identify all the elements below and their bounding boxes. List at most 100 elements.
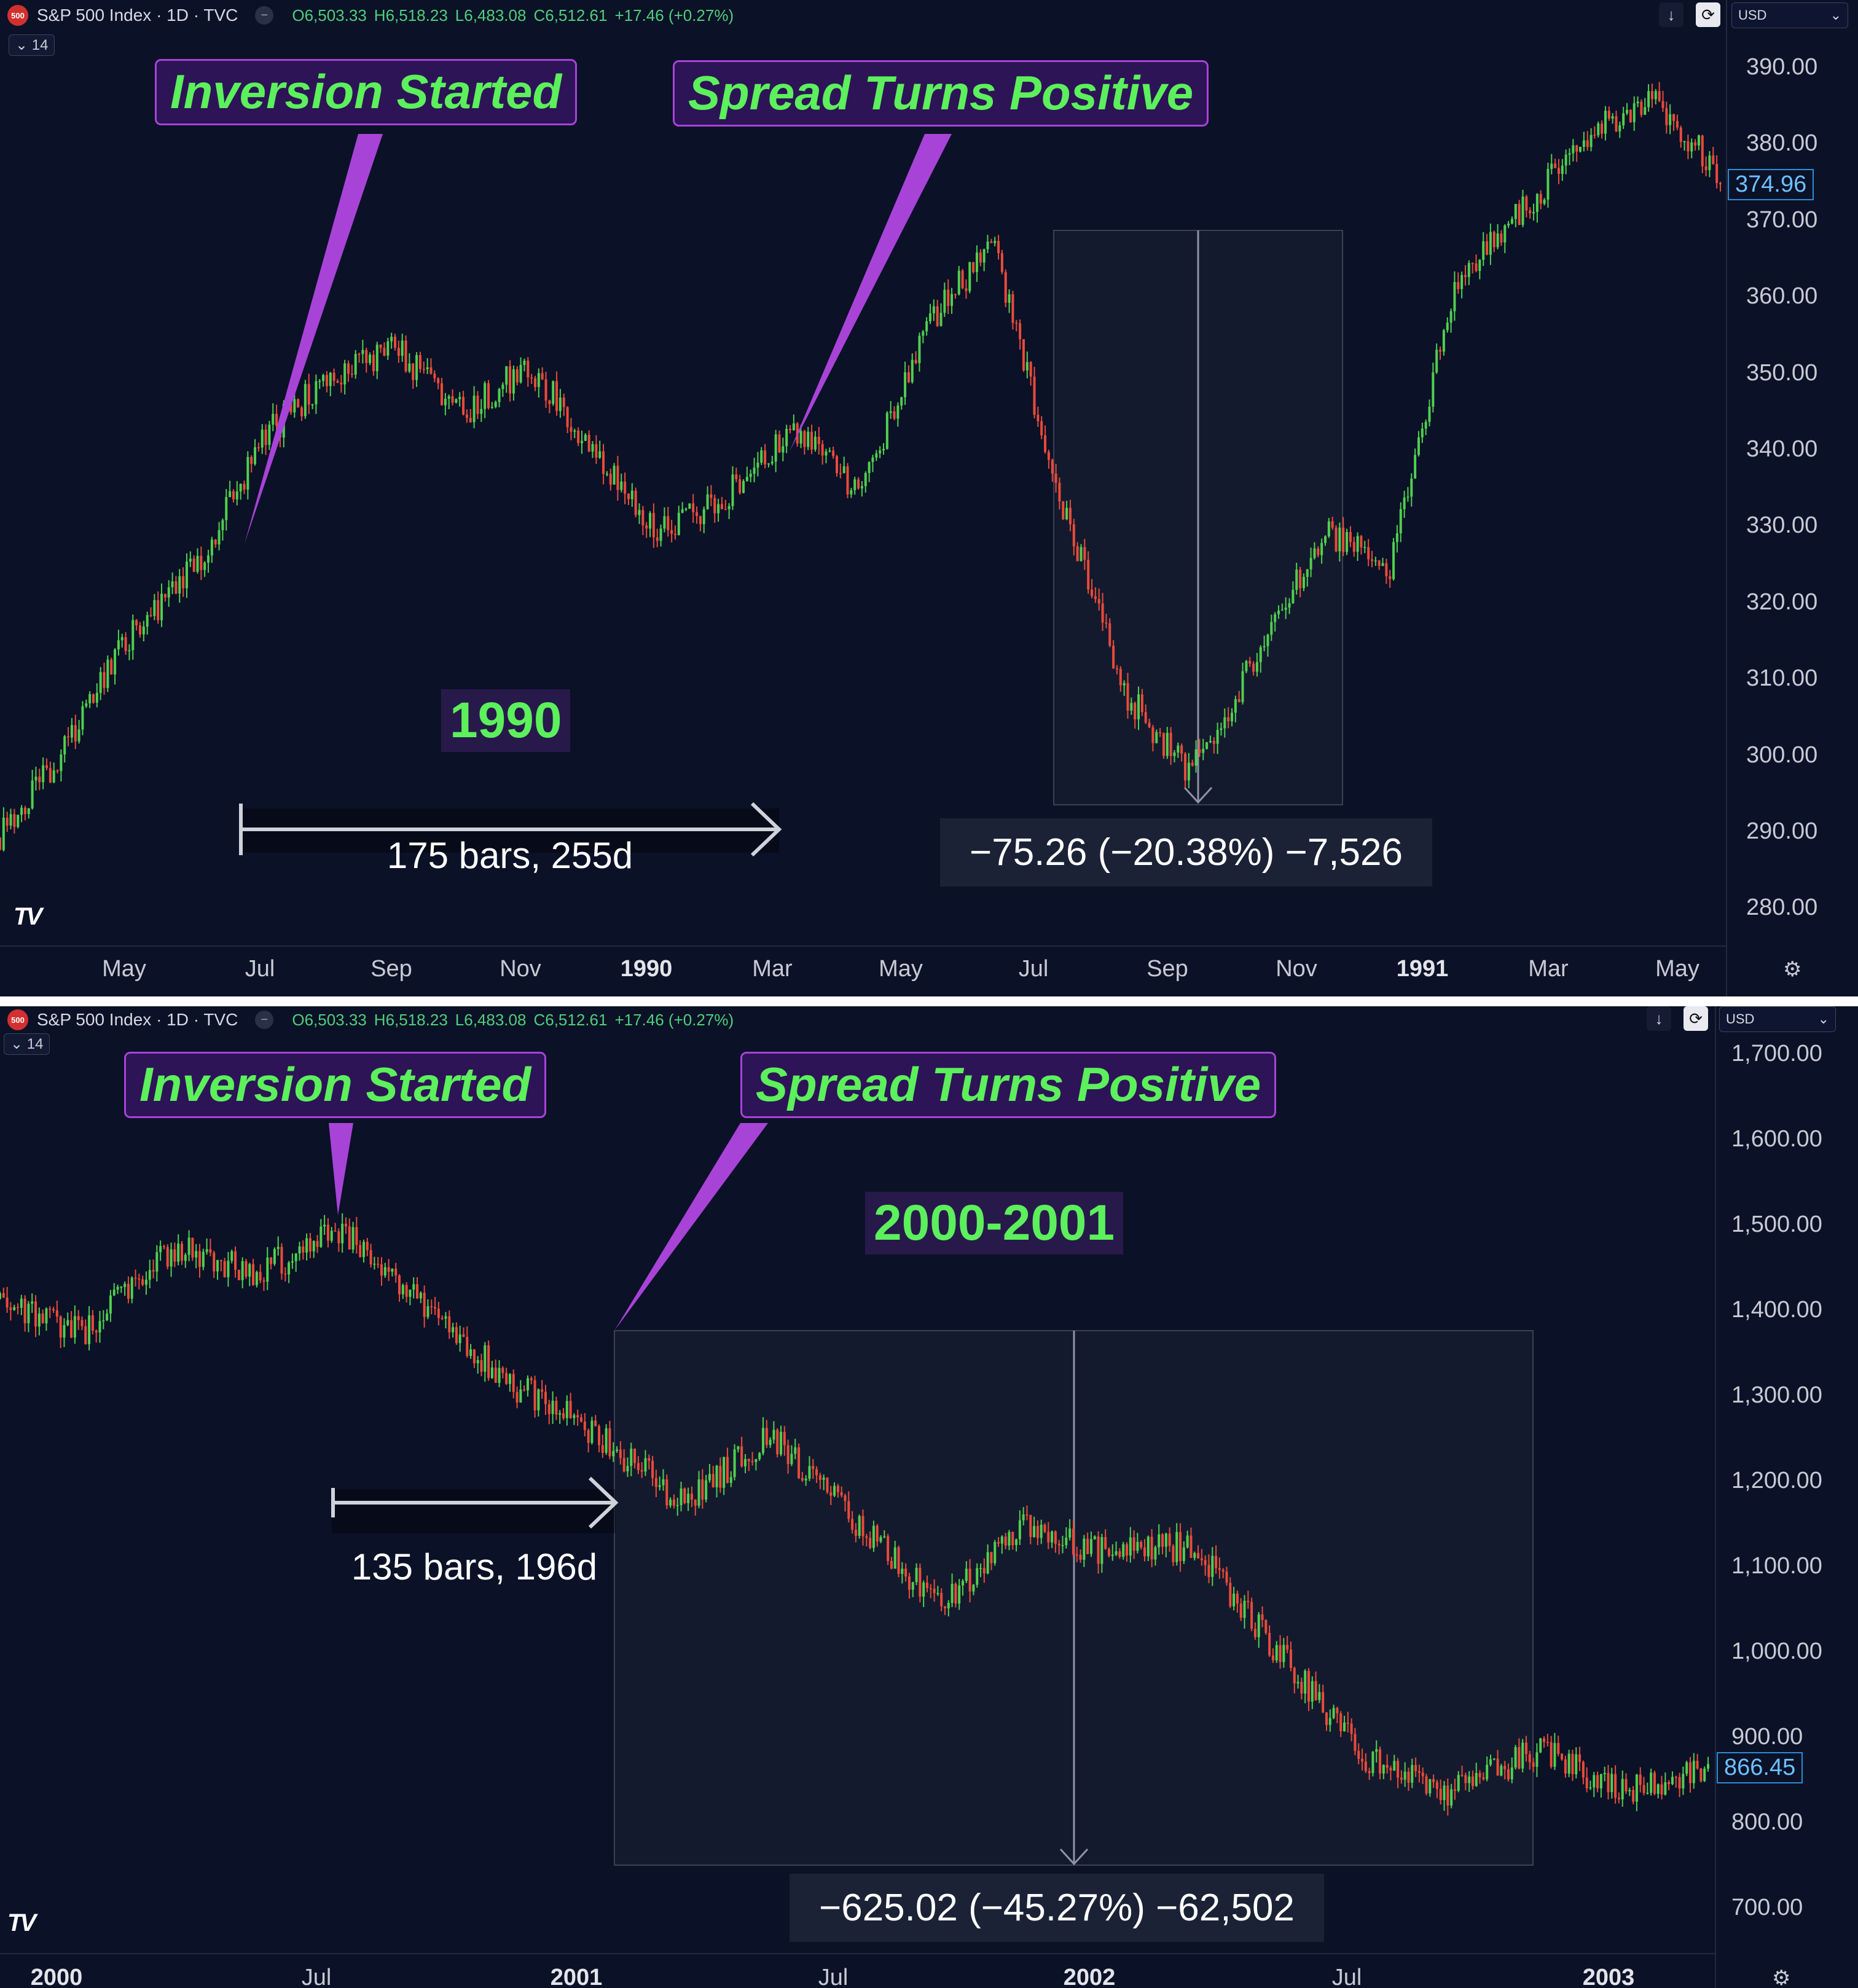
candle-body: [1411, 1765, 1414, 1783]
candle-body: [1682, 1774, 1685, 1789]
candle-body: [594, 1420, 597, 1426]
candle-body: [13, 1307, 16, 1310]
candle-body: [1543, 199, 1546, 204]
candle-body: [184, 1254, 187, 1261]
symbol-title[interactable]: S&P 500 Index · 1D · TVC: [37, 6, 238, 25]
candle-body: [724, 509, 727, 511]
candle-body: [979, 252, 982, 263]
candle-body: [351, 1227, 355, 1250]
chart-canvas-top[interactable]: [0, 0, 1858, 996]
candle-body: [1346, 532, 1349, 552]
candle-body: [723, 1457, 726, 1488]
candle-body: [361, 350, 364, 354]
download-icon[interactable]: ↓: [1647, 1006, 1671, 1031]
candle-body: [344, 1224, 347, 1227]
minus-icon[interactable]: −: [255, 1011, 274, 1029]
candle-body: [1054, 1531, 1057, 1544]
candle-body: [994, 1542, 997, 1563]
callout-pointer-spread: [790, 134, 952, 452]
sync-icon[interactable]: ⟳: [1696, 2, 1720, 27]
candle-body: [171, 581, 174, 587]
currency-select[interactable]: USD ⌄: [1731, 2, 1848, 28]
candle-body: [1325, 1712, 1328, 1725]
candle-body: [1567, 1753, 1570, 1774]
sync-icon[interactable]: ⟳: [1684, 1006, 1708, 1031]
candle-body: [1335, 527, 1338, 552]
candle-body: [1243, 1600, 1246, 1618]
candle-body: [925, 1583, 928, 1589]
candle-body: [760, 450, 763, 463]
settings-gear-icon[interactable]: ⚙: [1772, 1966, 1791, 1988]
candle-body: [1395, 533, 1398, 542]
candle-body: [230, 1251, 233, 1261]
candle-body: [584, 434, 587, 441]
candle-body: [1406, 496, 1409, 498]
candle-body: [1233, 1594, 1236, 1606]
candle-body: [160, 593, 163, 620]
candle-body: [20, 1298, 23, 1308]
collapse-indicators-button[interactable]: ⌄ 14: [4, 1033, 50, 1055]
candle-body: [398, 1275, 401, 1294]
candle-body: [487, 383, 490, 409]
candle-body: [1701, 135, 1704, 166]
candle-body: [455, 1327, 458, 1344]
candle-body: [1263, 646, 1266, 648]
candle-body: [77, 729, 80, 742]
candle-body: [1105, 622, 1108, 624]
x-tick-label: Sep: [1147, 956, 1188, 982]
bar-range-label: 135 bars, 196d: [351, 1546, 598, 1587]
candle-body: [1568, 153, 1571, 155]
collapse-indicators-button[interactable]: ⌄ 14: [9, 34, 55, 56]
candle-body: [63, 736, 66, 755]
candle-body: [1075, 1554, 1078, 1556]
candle-body: [426, 1306, 429, 1317]
candle-body: [1025, 362, 1029, 370]
indicator-count: 14: [26, 1036, 44, 1052]
candle-body: [1327, 521, 1330, 537]
chevron-down-icon: ⌄: [1830, 7, 1841, 23]
currency-value: USD: [1726, 1011, 1755, 1027]
chart-canvas-bottom[interactable]: [0, 1006, 1858, 1988]
candle-body: [81, 706, 84, 730]
candle-body: [1367, 547, 1370, 560]
candle-body: [544, 1391, 547, 1404]
candle-body: [99, 672, 102, 693]
candle-body: [901, 1568, 904, 1574]
candle-body: [462, 397, 465, 415]
candle-body: [1625, 1779, 1628, 1791]
candle-body: [17, 815, 20, 828]
candle-body: [850, 490, 853, 495]
symbol-title[interactable]: S&P 500 Index · 1D · TVC: [37, 1010, 238, 1029]
candle-body: [562, 1413, 565, 1419]
candle-body: [1172, 1546, 1175, 1562]
candle-body: [922, 331, 925, 336]
candle-body: [573, 430, 576, 432]
candle-body: [170, 1249, 173, 1267]
candle-body: [690, 1493, 693, 1500]
candle-body: [699, 515, 702, 525]
candle-body: [1692, 1761, 1695, 1783]
candle-body: [1223, 717, 1226, 729]
candle-body: [1144, 712, 1147, 723]
price-series: [0, 1213, 1709, 1816]
currency-select[interactable]: USD ⌄: [1719, 1006, 1836, 1032]
candle-body: [972, 262, 975, 272]
callout-pointer-inversion: [245, 134, 383, 544]
candle-body: [2, 1293, 5, 1298]
chart-header: 500 S&P 500 Index · 1D · TVC − O6,503.33…: [0, 0, 734, 31]
settings-gear-icon[interactable]: ⚙: [1783, 958, 1802, 981]
download-icon[interactable]: ↓: [1659, 2, 1684, 27]
candle-body: [676, 1505, 679, 1506]
candle-body: [1468, 1776, 1471, 1783]
candle-body: [954, 1584, 957, 1604]
candle-body: [620, 482, 623, 490]
candle-body: [515, 1391, 519, 1403]
candle-body: [245, 1261, 248, 1277]
candle-body: [9, 1307, 12, 1310]
candle-body: [933, 1589, 936, 1594]
candle-body: [1460, 1775, 1464, 1776]
candle-body: [914, 359, 917, 364]
candle-body: [114, 649, 117, 675]
candle-body: [275, 413, 278, 426]
minus-icon[interactable]: −: [255, 6, 274, 25]
